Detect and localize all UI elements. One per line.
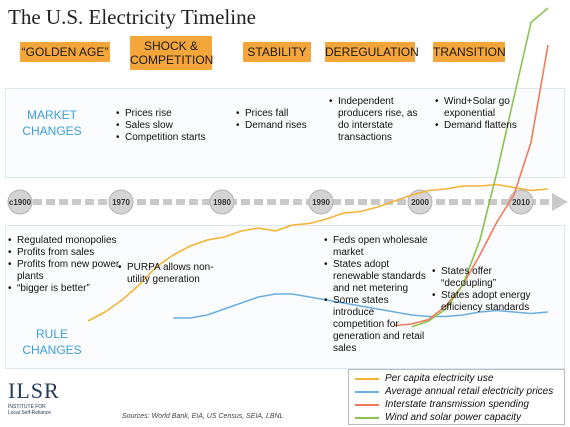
list-item: Competition starts	[116, 132, 226, 144]
list-item: Wind+Solar go exponential	[435, 96, 535, 120]
market-changes-label: MARKET CHANGES	[22, 108, 82, 138]
legend-entry: Per capita electricity use	[349, 372, 564, 385]
ilsr-logo: ILSR INSTITUTE FOR Local Self-Reliance	[6, 378, 59, 424]
timeline-tick-label: 1970	[112, 198, 130, 207]
chart-legend: Per capita electricity use Average annua…	[348, 369, 565, 425]
timeline-node	[108, 189, 134, 215]
list-item: Prices fall	[236, 108, 324, 120]
rule-changes-label: RULE CHANGES	[22, 327, 82, 357]
timeline-arrowhead	[552, 193, 568, 211]
list-item: Sales slow	[116, 120, 226, 132]
legend-swatch	[355, 378, 379, 380]
list-item: Profits from sales	[8, 247, 120, 259]
legend-swatch	[355, 391, 379, 393]
per-capita-use-line	[87, 183, 549, 322]
era-transition: TRANSITION	[433, 42, 506, 62]
list-item: States adopt energy efficiency standards	[432, 290, 532, 314]
legend-label: Average annual retail electricity prices	[385, 386, 554, 397]
wind-solar-capacity-line	[411, 7, 549, 328]
logo-subtitle: INSTITUTE FOR Local Self-Reliance	[8, 404, 52, 416]
list-item: Regulated monopolies	[8, 235, 120, 247]
rule-shock-list: PURPA allows non-utility generation	[118, 262, 236, 286]
legend-swatch	[355, 404, 379, 406]
legend-swatch	[355, 417, 379, 419]
timeline-tick-label: 2000	[411, 198, 429, 207]
rule-deregulation-list: Feds open wholesale market States adopt …	[324, 235, 428, 355]
timeline-tick-label: 1990	[312, 198, 330, 207]
market-shock-list: Prices rise Sales slow Competition start…	[116, 108, 226, 144]
list-item: Some states introduce competition for ge…	[324, 295, 428, 355]
list-item: Profits from new power plants	[8, 259, 120, 283]
page-title: The U.S. Electricity Timeline	[8, 5, 256, 29]
legend-entry: Average annual retail electricity prices	[349, 385, 564, 398]
legend-entry: Interstate transmission spending	[349, 398, 564, 411]
rule-transition-list: States offer “decoupling” States adopt e…	[432, 266, 532, 314]
list-item: Feds open wholesale market	[324, 235, 428, 259]
legend-label: Wind and solar power capacity	[385, 412, 522, 423]
rule-golden-list: Regulated monopolies Profits from sales …	[8, 235, 120, 295]
timeline-node	[407, 189, 433, 215]
timeline-node	[7, 189, 33, 215]
list-item: Independent producers rise, as do inters…	[329, 96, 427, 144]
legend-label: Per capita electricity use	[385, 373, 494, 384]
timeline-tick-label: c1900	[9, 198, 32, 207]
era-deregulation: DEREGULATION	[325, 42, 419, 62]
timeline-tick-label: 2010	[512, 198, 530, 207]
list-item: States offer “decoupling”	[432, 266, 532, 290]
timeline-tick-label: 1980	[213, 198, 231, 207]
legend-entry: Wind and solar power capacity	[349, 411, 564, 424]
market-deregulation-list: Independent producers rise, as do inters…	[329, 96, 427, 144]
legend-label: Interstate transmission spending	[385, 399, 529, 410]
sources-note: Sources: World Bank, EIA, US Census, SEI…	[122, 413, 284, 420]
list-item: States adopt renewable standards and net…	[324, 259, 428, 295]
list-item: PURPA allows non-utility generation	[118, 262, 236, 286]
logo-wordmark: ILSR	[8, 378, 60, 403]
market-transition-list: Wind+Solar go exponential Demand flatten…	[435, 96, 535, 132]
timeline-node	[209, 189, 235, 215]
era-golden-age: “GOLDEN AGE”	[20, 42, 110, 62]
list-item: Demand rises	[236, 120, 324, 132]
list-item: Demand flattens	[435, 120, 535, 132]
market-stability-list: Prices fall Demand rises	[236, 108, 324, 132]
list-item: Prices rise	[116, 108, 226, 120]
timeline-node	[308, 189, 334, 215]
list-item: “bigger is better”	[8, 283, 120, 295]
era-shock-competition: SHOCK & COMPETITION	[130, 36, 213, 70]
era-stability: STABILITY	[243, 42, 311, 62]
